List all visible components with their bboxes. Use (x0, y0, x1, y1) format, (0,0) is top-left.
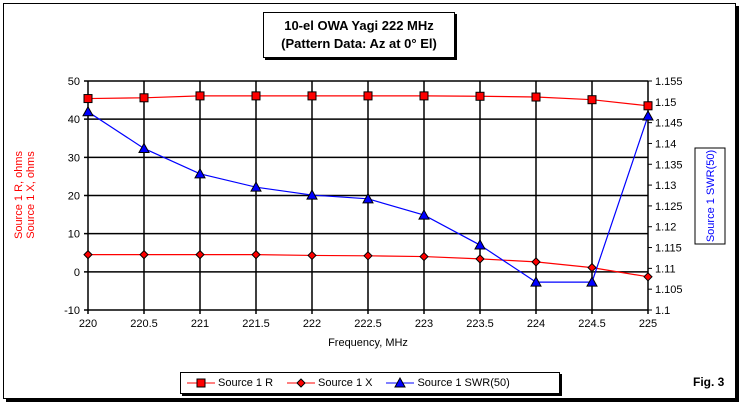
legend-label: Source 1 X (318, 377, 373, 389)
title-line-2: (Pattern Data: Az at 0° El) (281, 36, 437, 51)
data-point-triangle (642, 109, 654, 121)
data-point-square (587, 95, 597, 105)
y-right-tick-label: 1.155 (655, 76, 683, 88)
data-point-triangle (194, 167, 206, 179)
y-right-label-box (694, 147, 726, 245)
y-right-tick-label: 1.135 (655, 159, 683, 171)
data-point-diamond (475, 254, 485, 264)
data-point-diamond (307, 250, 317, 261)
y-right-tick-label: 1.145 (655, 118, 683, 130)
data-point-diamond (363, 251, 373, 261)
y-left-tick-label: 50 (68, 76, 80, 88)
legend-item: Source 1 SWR(50) (386, 377, 510, 389)
data-point-triangle (474, 239, 486, 250)
data-point-diamond (643, 272, 653, 282)
legend: Source 1 R Source 1 X Source 1 SWR(50) (180, 372, 560, 394)
data-point-triangle (138, 142, 150, 153)
data-point-triangle (82, 105, 94, 117)
x-tick-label: 221 (191, 318, 209, 330)
y-left-axis-label-2: Source 1 X, ohms (25, 151, 37, 239)
y-right-tick-label: 1.115 (655, 243, 682, 255)
data-point-triangle (250, 181, 262, 192)
y-right-tick-label: 1.15 (655, 97, 676, 109)
data-point-diamond (251, 249, 261, 260)
legend-item: Source 1 R (187, 377, 273, 389)
legend-item: Source 1 X (287, 377, 372, 389)
data-point-square (139, 93, 149, 103)
data-point-square (475, 91, 485, 101)
data-point-diamond (83, 249, 93, 260)
data-point-diamond (531, 257, 541, 267)
data-point-square (195, 91, 205, 101)
x-tick-label: 225 (639, 318, 657, 330)
y-left-tick-label: -10 (64, 305, 80, 317)
data-point-triangle (530, 276, 542, 287)
data-point-square (643, 101, 653, 111)
data-point-triangle (362, 192, 374, 204)
data-point-diamond (195, 249, 205, 260)
y-left-tick-label: 30 (68, 152, 80, 164)
x-tick-label: 224.5 (578, 318, 606, 330)
x-tick-label: 222 (303, 318, 321, 330)
data-point-square (83, 94, 93, 104)
y-left-tick-label: 10 (68, 229, 80, 241)
y-left-tick-label: 40 (68, 114, 80, 126)
y-right-tick-label: 1.13 (655, 180, 676, 192)
y-left-tick-label: 20 (68, 191, 80, 203)
chart-title: 10-el OWA Yagi 222 MHz (Pattern Data: Az… (263, 12, 455, 58)
legend-label: Source 1 SWR(50) (417, 377, 510, 389)
y-left-axis-label-1: Source 1 R, ohms (13, 150, 25, 239)
x-tick-label: 223.5 (466, 318, 494, 330)
data-point-diamond (587, 262, 597, 273)
x-tick-label: 223 (415, 318, 433, 330)
y-right-tick-label: 1.1 (655, 305, 670, 317)
x-tick-label: 220.5 (130, 318, 158, 330)
legend-square-icon (187, 378, 215, 388)
legend-diamond-icon (287, 378, 316, 388)
y-right-axis-label: Source 1 SWR(50) (705, 150, 717, 242)
data-point-square (531, 92, 541, 102)
data-point-square (363, 91, 373, 101)
legend-label: Source 1 R (218, 377, 274, 389)
x-tick-label: 222.5 (354, 318, 382, 330)
figure-label: Fig. 3 (693, 375, 725, 389)
y-left-tick-label: 0 (74, 267, 80, 279)
data-point-diamond (139, 249, 149, 260)
x-axis-label: Frequency, MHz (328, 337, 408, 349)
x-tick-label: 221.5 (242, 318, 270, 330)
data-point-triangle (418, 209, 430, 220)
y-right-tick-label: 1.12 (655, 222, 676, 234)
legend-triangle-icon (386, 377, 415, 388)
data-point-triangle (586, 276, 598, 287)
data-point-square (419, 91, 429, 101)
y-right-tick-label: 1.11 (655, 263, 676, 275)
y-right-tick-label: 1.14 (655, 138, 676, 150)
title-line-1: 10-el OWA Yagi 222 MHz (284, 18, 434, 33)
data-point-square (251, 91, 261, 101)
data-point-diamond (419, 251, 429, 262)
x-tick-label: 220 (79, 318, 97, 330)
x-tick-label: 224 (527, 318, 545, 330)
y-right-tick-label: 1.125 (655, 201, 683, 213)
y-right-tick-label: 1.105 (655, 284, 683, 296)
data-point-triangle (306, 189, 318, 200)
data-point-square (307, 91, 317, 101)
